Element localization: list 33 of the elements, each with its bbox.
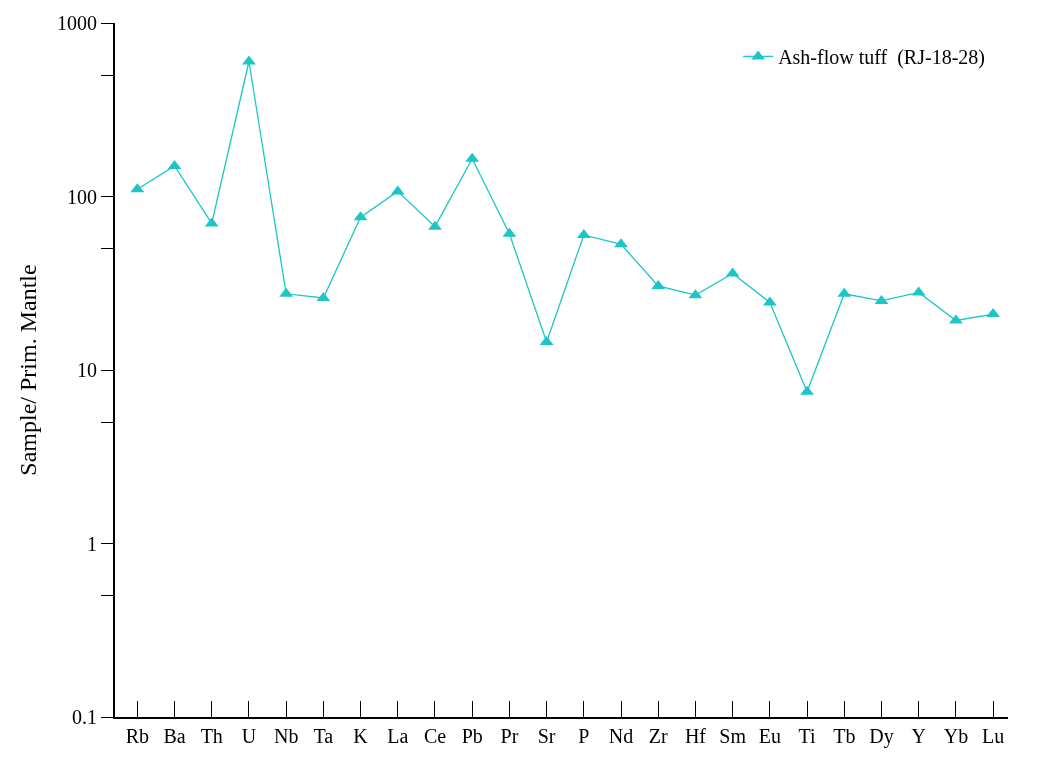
x-tick-label: Pr	[500, 725, 519, 747]
x-tick-label: U	[241, 725, 257, 747]
x-tick-label: Nb	[273, 725, 299, 747]
x-tick-label: Sm	[719, 725, 747, 747]
y-tick-label: 1	[87, 532, 97, 555]
x-tick-label: Ce	[423, 725, 447, 747]
x-tick-label: Dy	[869, 725, 894, 748]
x-tick-label: Pb	[461, 725, 483, 747]
point	[428, 220, 442, 230]
x-tick-label: Ti	[798, 725, 817, 747]
x-tick-label: Eu	[758, 725, 781, 747]
y-tick-label: 100	[67, 185, 97, 208]
x-tick-label: Yb	[943, 725, 969, 747]
x-tick-label: Y	[911, 725, 926, 747]
x-tick-label: Tb	[833, 725, 856, 747]
point	[614, 238, 628, 248]
x-tick-label: Lu	[982, 725, 1005, 747]
x-tick-label: Rb	[125, 725, 149, 747]
legend-label: Ash-flow tuff (RJ-18-28)	[778, 46, 985, 70]
x-tick-label: Ta	[313, 725, 334, 747]
x-tick-label: Zr	[648, 725, 669, 747]
x-tick-label: Sr	[537, 725, 556, 747]
y-axis-title: Sample/ Prim. Mantle	[14, 264, 41, 476]
y-tick-label: 0.1	[72, 706, 97, 728]
x-tick-label: Ba	[163, 725, 186, 747]
x-tick-label: P	[578, 725, 590, 747]
x-tick-label: Nd	[608, 725, 634, 747]
y-tick-label: 10	[77, 359, 97, 381]
y-tick-label: 1000	[57, 12, 97, 34]
x-tick-label: La	[387, 725, 409, 747]
x-tick-label: Hf	[684, 725, 707, 747]
x-tick-label: Th	[200, 725, 223, 747]
x-tick-label: K	[353, 725, 369, 747]
